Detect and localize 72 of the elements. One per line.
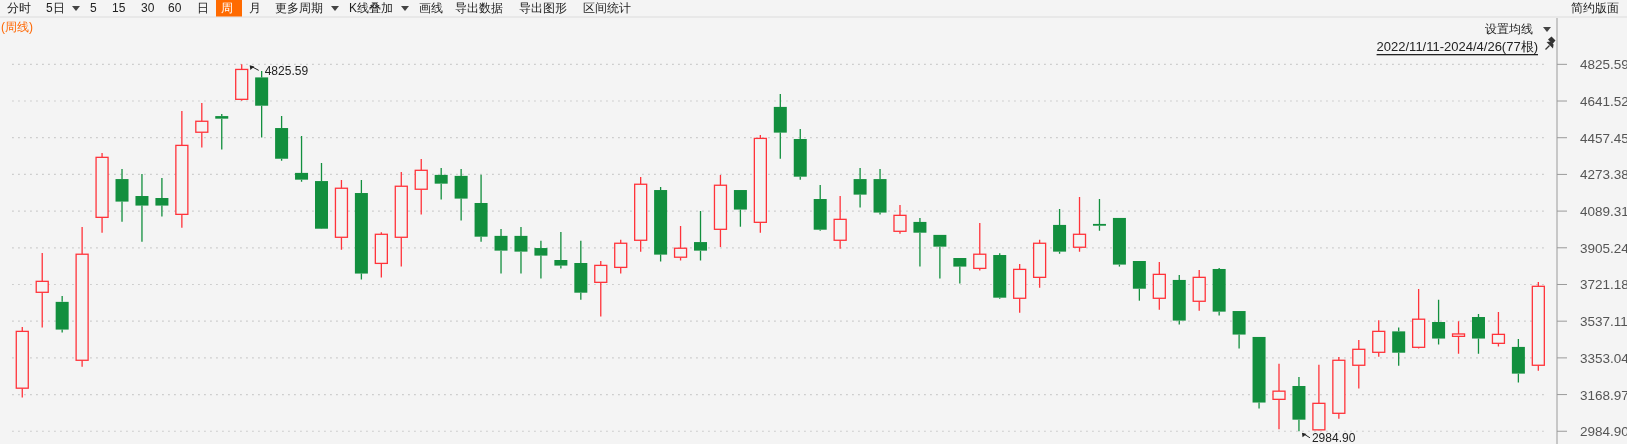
candlestick <box>1352 339 1366 390</box>
candlestick <box>1432 299 1446 346</box>
text: 5日 <box>46 1 65 15</box>
candlestick <box>454 168 468 222</box>
text: 区间统计 <box>583 1 631 15</box>
candlestick <box>295 135 309 183</box>
candlestick <box>95 152 109 234</box>
candlestick <box>334 179 349 251</box>
candlestick <box>853 167 867 209</box>
candlestick <box>554 231 568 270</box>
candlestick <box>1411 288 1426 348</box>
candlestick <box>434 167 448 201</box>
candlestick <box>534 240 548 280</box>
candlestick <box>155 177 169 218</box>
candlestick <box>1471 313 1485 355</box>
candlestick <box>1152 261 1166 311</box>
candlestick <box>1072 196 1087 253</box>
candlestick <box>215 113 229 151</box>
candlestick <box>175 110 189 229</box>
candlestick <box>195 102 209 149</box>
candlestick <box>354 179 368 281</box>
text: 月 <box>249 1 261 15</box>
annotation: 2984.90 <box>1311 431 1356 444</box>
text: 5 <box>90 1 97 15</box>
candlestick <box>514 226 528 275</box>
candlestick <box>1491 311 1506 348</box>
annotation: 设置均线 <box>1485 22 1533 36</box>
candlestick <box>694 210 708 262</box>
text: 导出数据 <box>455 1 503 15</box>
candlestick <box>574 240 588 301</box>
candlestick <box>75 226 89 368</box>
candlestick <box>1092 198 1106 232</box>
candlestick <box>673 225 688 262</box>
candlestick <box>494 228 508 275</box>
text: 2022/11/11-2024/4/26(77根) <box>1376 38 1538 54</box>
text: 分时 <box>7 1 31 15</box>
candlestick <box>1272 363 1286 430</box>
candlestick <box>414 158 428 216</box>
candlestick <box>893 204 907 235</box>
candlestick <box>1292 376 1306 432</box>
candlestick <box>135 173 149 243</box>
candlestick <box>394 171 408 268</box>
text: 简约版面 <box>1571 1 1619 15</box>
chart-title: (周线) <box>1 20 33 34</box>
text: 60 <box>168 1 182 15</box>
candlestick <box>913 217 927 268</box>
text: 画线 <box>419 1 443 15</box>
text: 导出图形 <box>519 1 567 15</box>
candlestick <box>973 222 987 272</box>
candlestick <box>1013 263 1027 314</box>
candlestick <box>713 174 728 248</box>
candlestick <box>873 168 887 216</box>
candlestick <box>1252 336 1266 410</box>
candlestick <box>1232 311 1246 350</box>
text: 更多周期 <box>275 1 323 15</box>
annotation: 4825.59 <box>264 64 309 79</box>
text: 15 <box>112 1 126 15</box>
text: 日 <box>197 1 209 15</box>
candlestick <box>773 93 787 160</box>
candlestick <box>115 168 129 223</box>
y-tick-label: 3537.11 <box>1580 313 1627 329</box>
candlestick <box>474 174 488 243</box>
candlestick <box>594 260 608 318</box>
text: K线叠加 <box>349 1 394 15</box>
candlestick <box>634 176 648 253</box>
candlestick <box>1451 320 1466 355</box>
text: 周 <box>221 1 233 15</box>
candlestick <box>833 195 847 250</box>
candlestick <box>35 252 49 329</box>
text: 30 <box>141 1 155 15</box>
candlestick <box>933 234 947 280</box>
candlestick <box>1312 364 1326 431</box>
